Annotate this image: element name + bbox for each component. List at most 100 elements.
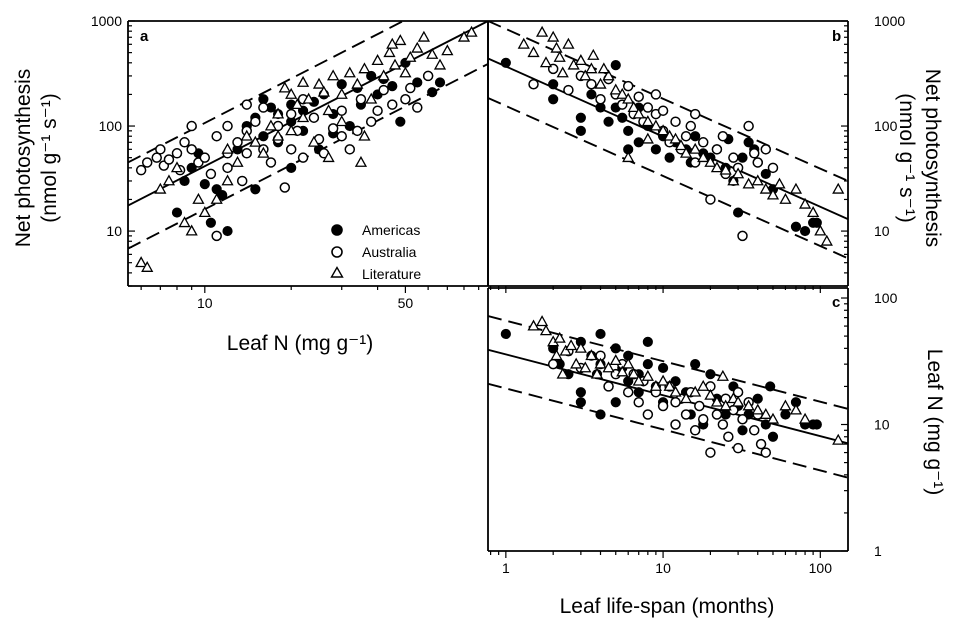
- point-literature: [585, 349, 598, 361]
- panel-a-y-tick-label: 1000: [91, 13, 122, 29]
- point-australia: [222, 162, 233, 174]
- point-australia: [199, 152, 211, 163]
- point-australia: [179, 137, 190, 148]
- panel-a-y-tick-label: 10: [106, 223, 122, 239]
- panel-c-x-tick-label: 1: [502, 560, 510, 576]
- point-australia: [336, 130, 347, 142]
- point-australia: [141, 157, 153, 168]
- point-americas: [595, 328, 606, 340]
- point-literature: [759, 182, 772, 194]
- point-australia: [528, 78, 539, 90]
- point-americas: [780, 409, 791, 420]
- point-literature: [327, 69, 340, 81]
- point-australia: [689, 425, 701, 436]
- point-americas: [412, 77, 423, 88]
- panel-c-y-axis-title: Leaf N (mg g⁻¹): [923, 349, 946, 495]
- point-literature: [731, 167, 745, 179]
- point-australia: [355, 93, 367, 105]
- point-literature: [773, 177, 786, 189]
- point-americas: [760, 168, 771, 180]
- point-literature: [377, 69, 390, 81]
- point-literature: [627, 367, 640, 379]
- point-literature: [141, 260, 154, 272]
- point-australia: [622, 386, 634, 398]
- point-literature: [632, 107, 645, 119]
- point-americas: [610, 60, 621, 71]
- point-americas: [737, 425, 748, 436]
- point-australia: [760, 144, 772, 155]
- point-literature: [556, 367, 569, 379]
- point-americas: [171, 207, 183, 218]
- point-australia: [697, 137, 709, 148]
- point-literature: [426, 47, 439, 59]
- point-literature: [574, 54, 587, 66]
- panel-c-label: c: [832, 294, 840, 311]
- point-literature: [210, 192, 223, 204]
- point-americas: [387, 81, 398, 92]
- point-literature: [221, 142, 234, 154]
- point-literature: [291, 98, 304, 110]
- point-literature: [656, 124, 670, 136]
- point-literature: [832, 433, 845, 445]
- point-literature: [417, 30, 431, 42]
- point-americas: [633, 137, 644, 148]
- point-literature: [307, 135, 321, 147]
- point-americas: [799, 225, 811, 237]
- panel-b: 10 100 1000: [487, 13, 905, 293]
- point-literature: [221, 174, 234, 186]
- point-literature: [632, 374, 645, 386]
- panel-a: 10 100 1000 10 50: [91, 13, 489, 311]
- point-literature: [679, 146, 693, 158]
- point-literature: [539, 324, 553, 336]
- point-literature: [641, 369, 654, 381]
- point-literature: [335, 115, 348, 127]
- panel-a-x-tick-label: 50: [398, 295, 414, 311]
- point-literature: [556, 66, 569, 78]
- point-literature: [198, 206, 211, 218]
- point-australia: [352, 125, 363, 137]
- point-americas: [690, 131, 701, 142]
- point-literature: [622, 151, 635, 163]
- point-australia: [563, 84, 574, 96]
- point-literature: [807, 206, 820, 218]
- point-literature: [535, 25, 549, 37]
- point-literature: [751, 174, 764, 186]
- point-literature: [679, 392, 693, 404]
- panel-b-label: b: [832, 28, 841, 45]
- point-literature: [751, 403, 764, 415]
- point-australia: [752, 157, 763, 168]
- point-literature: [587, 48, 600, 60]
- panel-b-dashed-line: [488, 97, 848, 260]
- point-americas: [633, 387, 644, 398]
- point-literature: [669, 385, 682, 397]
- point-australia: [241, 148, 252, 159]
- point-literature: [789, 182, 803, 194]
- point-australia: [135, 164, 147, 176]
- point-literature: [271, 107, 285, 119]
- point-literature: [553, 331, 566, 343]
- point-literature: [779, 399, 792, 411]
- point-americas: [767, 431, 779, 442]
- point-australia: [241, 99, 252, 110]
- point-australia: [705, 194, 716, 205]
- legend-literature-label: Literature: [362, 266, 421, 282]
- point-literature: [674, 139, 688, 151]
- point-australia: [732, 442, 744, 454]
- panel-a-x-axis-title: Leaf N (mg g⁻¹): [227, 332, 373, 355]
- point-literature: [162, 174, 176, 186]
- point-literature: [383, 46, 396, 58]
- point-literature: [257, 146, 270, 158]
- point-australia: [586, 78, 597, 90]
- point-australia: [689, 108, 701, 120]
- point-australia: [717, 419, 729, 430]
- point-literature: [240, 129, 253, 141]
- point-literature: [517, 37, 530, 49]
- point-literature: [798, 412, 812, 424]
- point-australia: [680, 130, 692, 142]
- point-americas: [642, 336, 653, 347]
- point-australia: [327, 123, 339, 134]
- point-literature: [574, 341, 587, 353]
- point-literature: [832, 182, 845, 194]
- point-americas: [595, 409, 606, 420]
- point-australia: [378, 84, 389, 96]
